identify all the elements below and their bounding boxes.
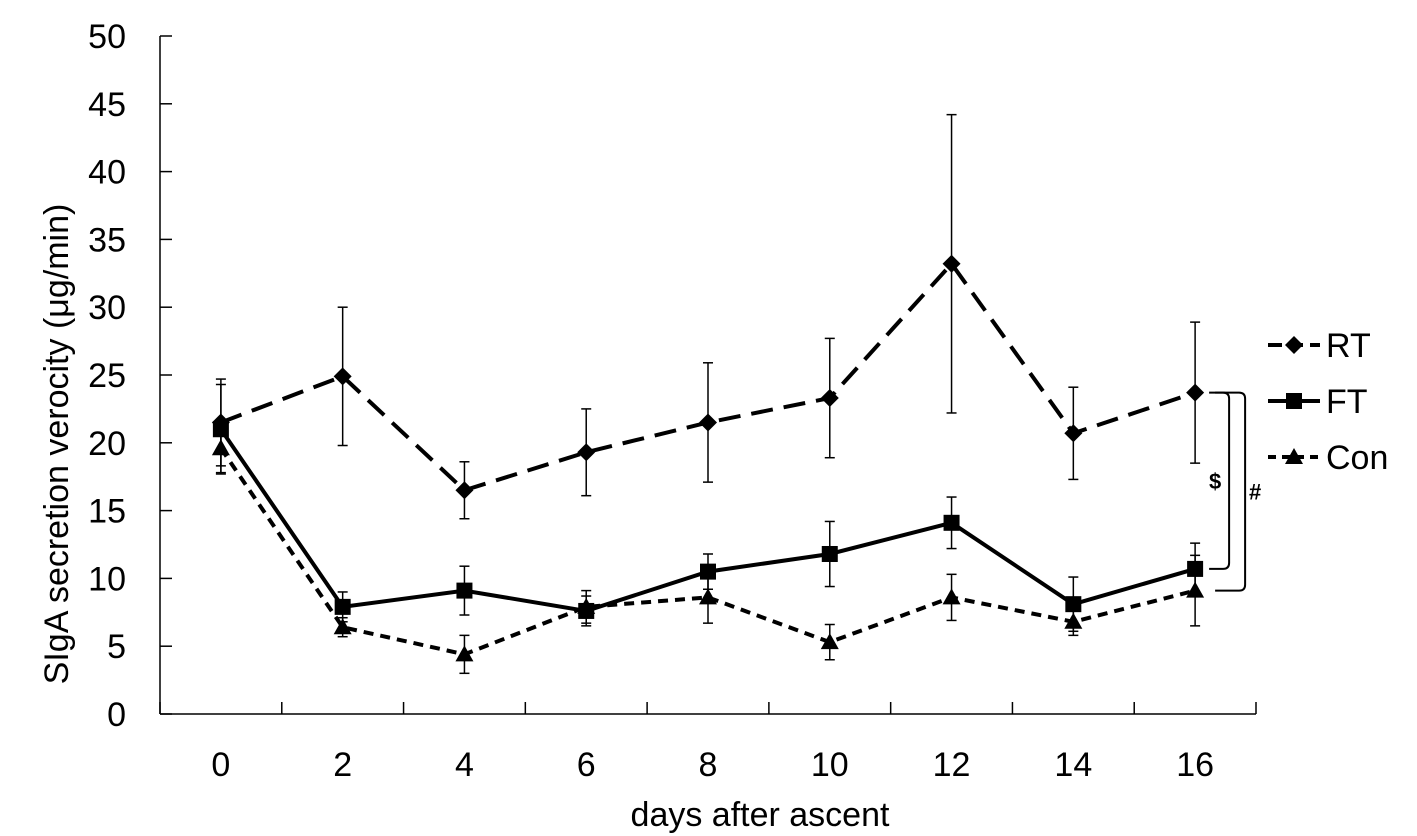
y-tick-label: 30 <box>88 289 126 327</box>
data-point-rt <box>699 413 717 432</box>
series-line-con <box>219 447 1196 657</box>
data-point-rt <box>577 443 596 462</box>
series-rt <box>211 113 1205 520</box>
x-tick-label: 14 <box>1054 746 1092 784</box>
data-point-con <box>699 588 717 605</box>
significance-bracket: # <box>1215 391 1261 592</box>
significance-label: # <box>1249 480 1261 505</box>
y-tick-label: 15 <box>88 493 126 531</box>
data-point-con <box>455 645 474 662</box>
data-point-con <box>333 618 352 635</box>
y-tick-label: 50 <box>88 18 126 56</box>
legend-label-rt: RT <box>1326 327 1371 365</box>
data-point-rt <box>942 254 961 273</box>
y-axis: 0 5 10 15 20 25 30 35 40 45 50 <box>88 18 172 734</box>
data-point-rt <box>1064 424 1083 443</box>
x-tick-label: 4 <box>455 746 474 784</box>
plot-area <box>211 113 1205 675</box>
x-tick-label: 16 <box>1176 746 1214 784</box>
legend-label-con: Con <box>1326 439 1388 477</box>
y-tick-label: 35 <box>88 221 126 259</box>
x-tick-label: 12 <box>933 746 971 784</box>
series-con <box>211 423 1205 675</box>
y-tick-label: 25 <box>88 357 126 395</box>
x-axis-title: days after ascent <box>631 796 890 834</box>
y-tick-label: 40 <box>88 154 126 192</box>
data-point-con <box>1064 612 1083 629</box>
legend-label-ft: FT <box>1326 383 1368 421</box>
x-tick-label: 8 <box>699 746 718 784</box>
y-tick-label: 10 <box>88 560 126 598</box>
bracket-line <box>1215 391 1247 592</box>
x-tick-label: 0 <box>211 746 230 784</box>
significance-bracket: $ <box>1209 391 1231 570</box>
x-axis: 0 2 4 6 8 10 12 14 16 <box>159 702 1257 784</box>
y-tick-label: 0 <box>107 696 126 734</box>
data-point-con <box>577 597 596 614</box>
legend-marker-ft <box>1286 393 1302 409</box>
data-point-ft <box>821 545 838 562</box>
y-axis-title: SIgA secretion verocity (μg/min) <box>38 204 76 685</box>
data-point-rt <box>1186 383 1205 402</box>
data-point-ft <box>456 582 473 599</box>
y-tick-label: 20 <box>88 425 126 463</box>
legend-item-rt: RT <box>1268 327 1371 365</box>
data-point-con <box>820 633 839 650</box>
legend-item-con: Con <box>1268 439 1388 477</box>
legend-marker-rt <box>1285 336 1303 354</box>
data-point-ft <box>943 514 960 531</box>
data-point-con <box>1186 581 1205 598</box>
data-point-con <box>942 588 961 605</box>
data-point-con <box>211 439 230 456</box>
significance-label: $ <box>1209 469 1221 494</box>
data-point-rt <box>333 367 352 386</box>
y-tick-label: 45 <box>88 86 126 124</box>
y-tick-label: 5 <box>107 628 126 666</box>
data-point-rt <box>455 481 474 500</box>
significance-annotations: $ # <box>1209 391 1261 592</box>
data-point-ft <box>334 598 351 615</box>
legend-marker-con <box>1285 448 1303 464</box>
x-tick-label: 6 <box>577 746 596 784</box>
x-tick-label: 2 <box>333 746 352 784</box>
x-tick-label: 10 <box>811 746 849 784</box>
legend-item-ft: FT <box>1268 383 1368 421</box>
data-point-rt <box>820 389 839 408</box>
legend: RT FT Con <box>1268 327 1388 477</box>
